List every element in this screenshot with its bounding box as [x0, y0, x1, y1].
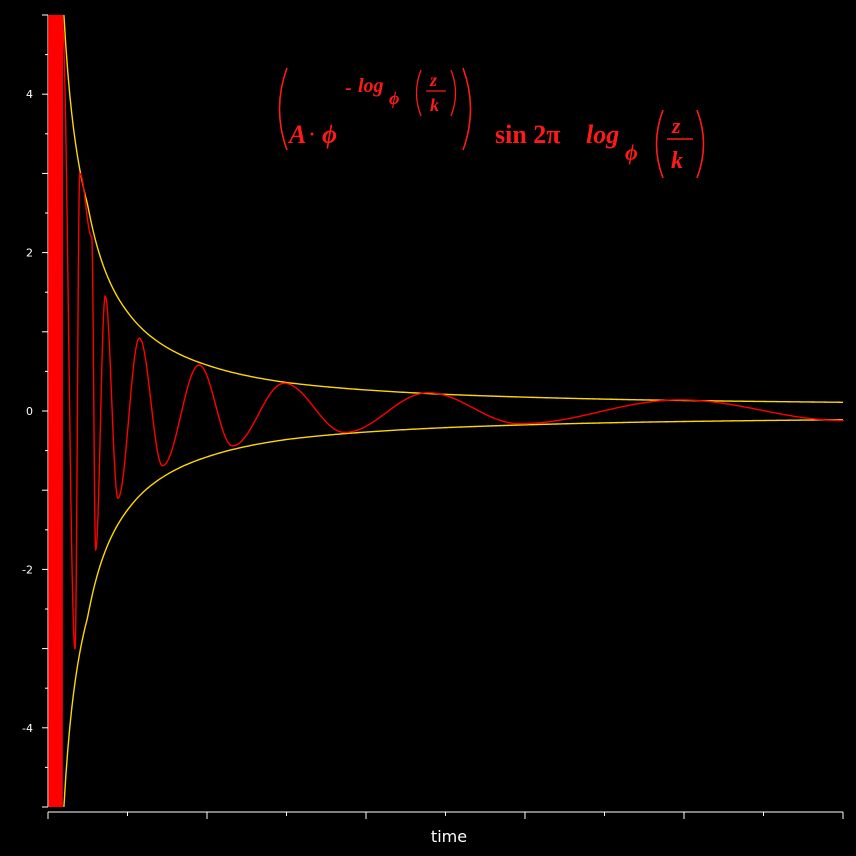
- formula-exp-frac-rparen: [450, 69, 457, 117]
- formula-annotation: A · ϕ - log ϕ z k sin 2π log ϕ z k: [278, 67, 705, 179]
- formula-frac-rparen: [696, 109, 705, 179]
- formula-frac-lparen: [655, 109, 664, 179]
- y-tick-label: 2: [26, 247, 33, 260]
- formula-exp-num: z: [429, 70, 437, 90]
- formula-left-paren: [278, 67, 288, 151]
- signal-trough-point: [518, 422, 521, 425]
- x-axis-ticks: [47, 812, 844, 819]
- formula-den: k: [671, 148, 683, 174]
- signal-peak-point: [679, 399, 681, 401]
- formula-exp-minus: -: [345, 77, 352, 99]
- y-tick-label: -2: [22, 563, 33, 576]
- signal-peak-point: [90, 235, 93, 238]
- formula-log: log: [586, 120, 619, 149]
- formula-exp-den: k: [430, 95, 439, 115]
- y-tick-label: 0: [26, 405, 33, 418]
- y-tick-label: -4: [22, 722, 33, 735]
- formula-base: ϕ: [322, 120, 337, 149]
- signal-trough-point: [74, 647, 76, 650]
- signal-peak-point: [61, 22, 64, 24]
- formula-sin: sin 2π: [495, 120, 561, 149]
- formula-num: z: [671, 113, 681, 138]
- signal-trough-point: [231, 445, 234, 447]
- axes: 4 2 0 -2 -4: [22, 14, 844, 819]
- signal-trough-point: [343, 431, 346, 434]
- formula-exp-frac-lparen: [415, 69, 422, 117]
- signal-trough-point: [161, 464, 164, 467]
- formula-right-paren: [462, 67, 472, 151]
- formula-exp-log-base: ϕ: [389, 88, 399, 108]
- formula-log-base: ϕ: [625, 140, 638, 165]
- signal-peak-point: [283, 382, 285, 385]
- signal-peak-point: [138, 337, 141, 339]
- formula-dot: ·: [309, 124, 315, 144]
- series-layer: [48, 14, 844, 808]
- lower-envelope-line: [63, 419, 844, 808]
- y-tick-label: 4: [26, 88, 33, 101]
- signal-line: [48, 14, 844, 808]
- upper-envelope-line: [63, 14, 844, 403]
- signal-trough-point: [117, 497, 119, 499]
- signal-peak-point: [427, 391, 429, 394]
- signal-peak-point: [198, 364, 200, 366]
- formula-exp-log: log: [358, 75, 384, 97]
- signal-trough-point: [842, 419, 844, 422]
- signal-peak-point: [79, 172, 81, 175]
- signal-trough-point: [94, 548, 97, 551]
- x-axis-title: time: [431, 827, 467, 846]
- y-axis-ticks: 4 2 0 -2 -4: [22, 14, 48, 808]
- signal-peak-point: [104, 295, 107, 297]
- formula-amp: A: [287, 120, 306, 149]
